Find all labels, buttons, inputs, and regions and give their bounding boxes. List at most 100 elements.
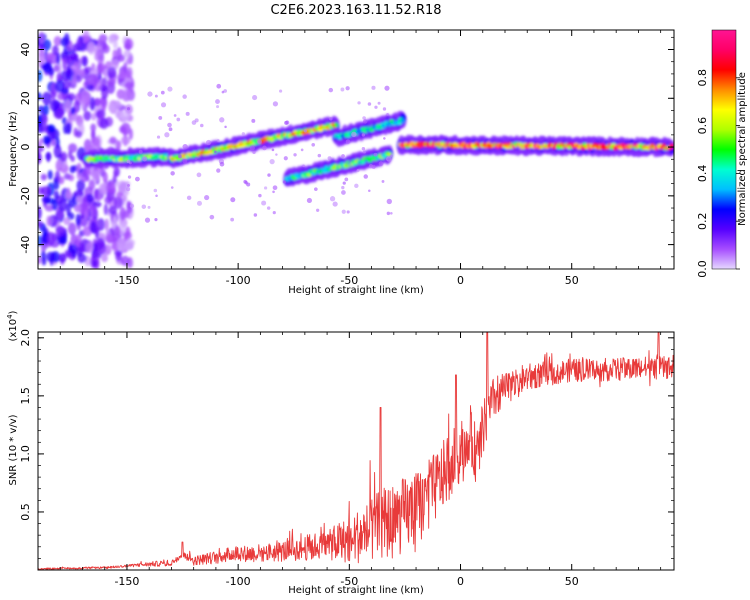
spectrogram-noise-cell: [124, 81, 134, 89]
spectrogram-noise-cell: [38, 105, 45, 113]
spectrogram-noise-cell: [76, 179, 86, 192]
spectrogram-noise-cell: [112, 175, 117, 184]
spectrogram-noise-cell: [69, 165, 76, 174]
spectrogram-noise-cell: [119, 111, 129, 122]
spectrogram-noise-cell: [111, 59, 119, 70]
spectrogram-noise-cell: [41, 257, 47, 266]
spectrogram-noise-cell: [96, 63, 104, 74]
spectrogram-speck: [279, 89, 283, 93]
spectrogram-speck: [363, 119, 368, 124]
spectrogram-noise-cell: [49, 90, 57, 100]
spectrogram-speck: [249, 145, 255, 151]
spectrogram-noise-cell: [46, 151, 51, 163]
spectrogram-noise-cell: [93, 98, 101, 107]
spectrogram-noise-cell: [68, 143, 78, 153]
spectrogram-speck: [214, 150, 217, 154]
spectrogram-noise-cell: [108, 205, 117, 215]
spectrogram-noise-cell: [76, 38, 82, 48]
spectrogram-speck: [363, 174, 369, 179]
snr-y-tick-label: 0.5: [19, 503, 32, 521]
spectrogram-speck: [127, 183, 130, 187]
spectrogram-noise-cell: [122, 126, 128, 138]
spectrogram-speck: [361, 133, 365, 137]
spectrogram-speck: [351, 131, 357, 138]
spectrogram-noise-cell: [63, 217, 71, 226]
spectrogram-noise-cell: [61, 117, 68, 125]
spectrogram-noise-cell: [53, 35, 62, 47]
spectrogram-noise-cell: [66, 187, 71, 199]
spectrogram-speck: [267, 173, 271, 177]
spectrogram-speck: [258, 193, 262, 198]
spectrogram-noise-cell: [44, 204, 55, 212]
spectrogram-speck: [156, 135, 161, 139]
spectrogram-blobs: [38, 30, 674, 269]
spectrogram-speck: [160, 102, 167, 108]
spectrogram-noise-cell: [38, 256, 42, 265]
spectrogram-speck: [191, 120, 197, 125]
spectrogram-noise-cell: [101, 44, 110, 54]
spectrogram-speck: [216, 105, 220, 109]
spectrogram-noise-cell: [76, 172, 83, 180]
spectrogram-noise-cell: [99, 117, 109, 130]
spectrogram-speck: [386, 156, 392, 162]
snr-x-label: Height of straight line (km): [288, 585, 424, 596]
spectrogram-speck: [340, 87, 345, 92]
colorbar: 0.0 0.2 0.4 0.6 0.8 Normalized spectral ampl…: [696, 29, 748, 278]
spectrogram-noise-cell: [125, 226, 131, 237]
spectrogram-noise-cell: [116, 250, 122, 258]
spectrogram-noise-cell: [72, 73, 77, 86]
spectrogram-noise-cell: [68, 195, 78, 208]
spectrogram-noise-cell: [49, 99, 59, 112]
spectrogram-speck: [252, 150, 256, 155]
spectrogram-speck: [367, 102, 372, 106]
spectrogram-noise-cell: [46, 231, 56, 246]
spectrogram-speck: [219, 117, 225, 123]
spectrogram-speck: [342, 181, 346, 185]
spectrogram-noise-cell: [101, 254, 109, 263]
spectrogram-noise-cell: [80, 90, 90, 104]
spectrogram-speck: [314, 187, 318, 191]
spectrogram-noise-cell: [38, 114, 43, 127]
snr-y-axis: 0.5 1.0 1.5 2.0: [19, 329, 674, 571]
spectrogram-noise-cell: [40, 185, 51, 196]
spectrogram-speck: [262, 145, 267, 151]
spectrogram-speck: [164, 132, 170, 138]
spectrogram-speck: [381, 180, 385, 183]
spectrogram-noise-cell: [54, 170, 61, 181]
spectrogram-noise-cell: [59, 235, 68, 245]
spectrogram-speck: [129, 203, 135, 209]
spectrogram-noise-cell: [66, 202, 71, 216]
spectrogram-noise-cell: [60, 51, 69, 60]
spectrogram-speck: [383, 137, 386, 140]
spectrogram-noise-cell: [67, 92, 76, 101]
spectrogram-speck: [209, 214, 215, 220]
spectrogram-speck: [241, 132, 245, 136]
spectrogram-noise-cell: [38, 206, 42, 220]
spectrogram-speck: [252, 95, 258, 101]
spectrogram-noise-cell: [65, 122, 72, 135]
spectrogram-feature: [167, 115, 340, 169]
spectrogram-speck: [272, 101, 279, 107]
spectrogram-speck: [386, 198, 392, 205]
spectrogram-speck: [221, 90, 225, 94]
spectrogram-speck: [141, 204, 147, 209]
spectrogram-speck: [216, 168, 221, 173]
spectrogram-noise-cell: [42, 115, 48, 124]
spectrogram-noise-cell: [43, 39, 52, 51]
spectrogram-speck: [303, 129, 307, 133]
snr-y-label: SNR (10 * v/v): [8, 414, 19, 485]
spectrogram-noise-cell: [115, 140, 122, 150]
spectrogram-noise-cell: [123, 43, 132, 50]
spectrogram-noise-cell: [56, 72, 62, 81]
spectrogram-frame: [37, 29, 675, 270]
spectrogram-noise-cell: [53, 190, 59, 200]
spectrogram-speck: [374, 105, 378, 109]
spectrogram-noise-cell: [38, 220, 43, 228]
spectrogram-noise-cell: [41, 196, 51, 203]
spectrogram-speck: [138, 149, 143, 154]
spectrogram-speck: [284, 120, 289, 125]
spectrogram-speck: [126, 186, 131, 192]
colorbar-frame: [711, 29, 737, 270]
spectrogram-speck: [186, 195, 192, 201]
spectrogram-speck: [230, 217, 235, 222]
